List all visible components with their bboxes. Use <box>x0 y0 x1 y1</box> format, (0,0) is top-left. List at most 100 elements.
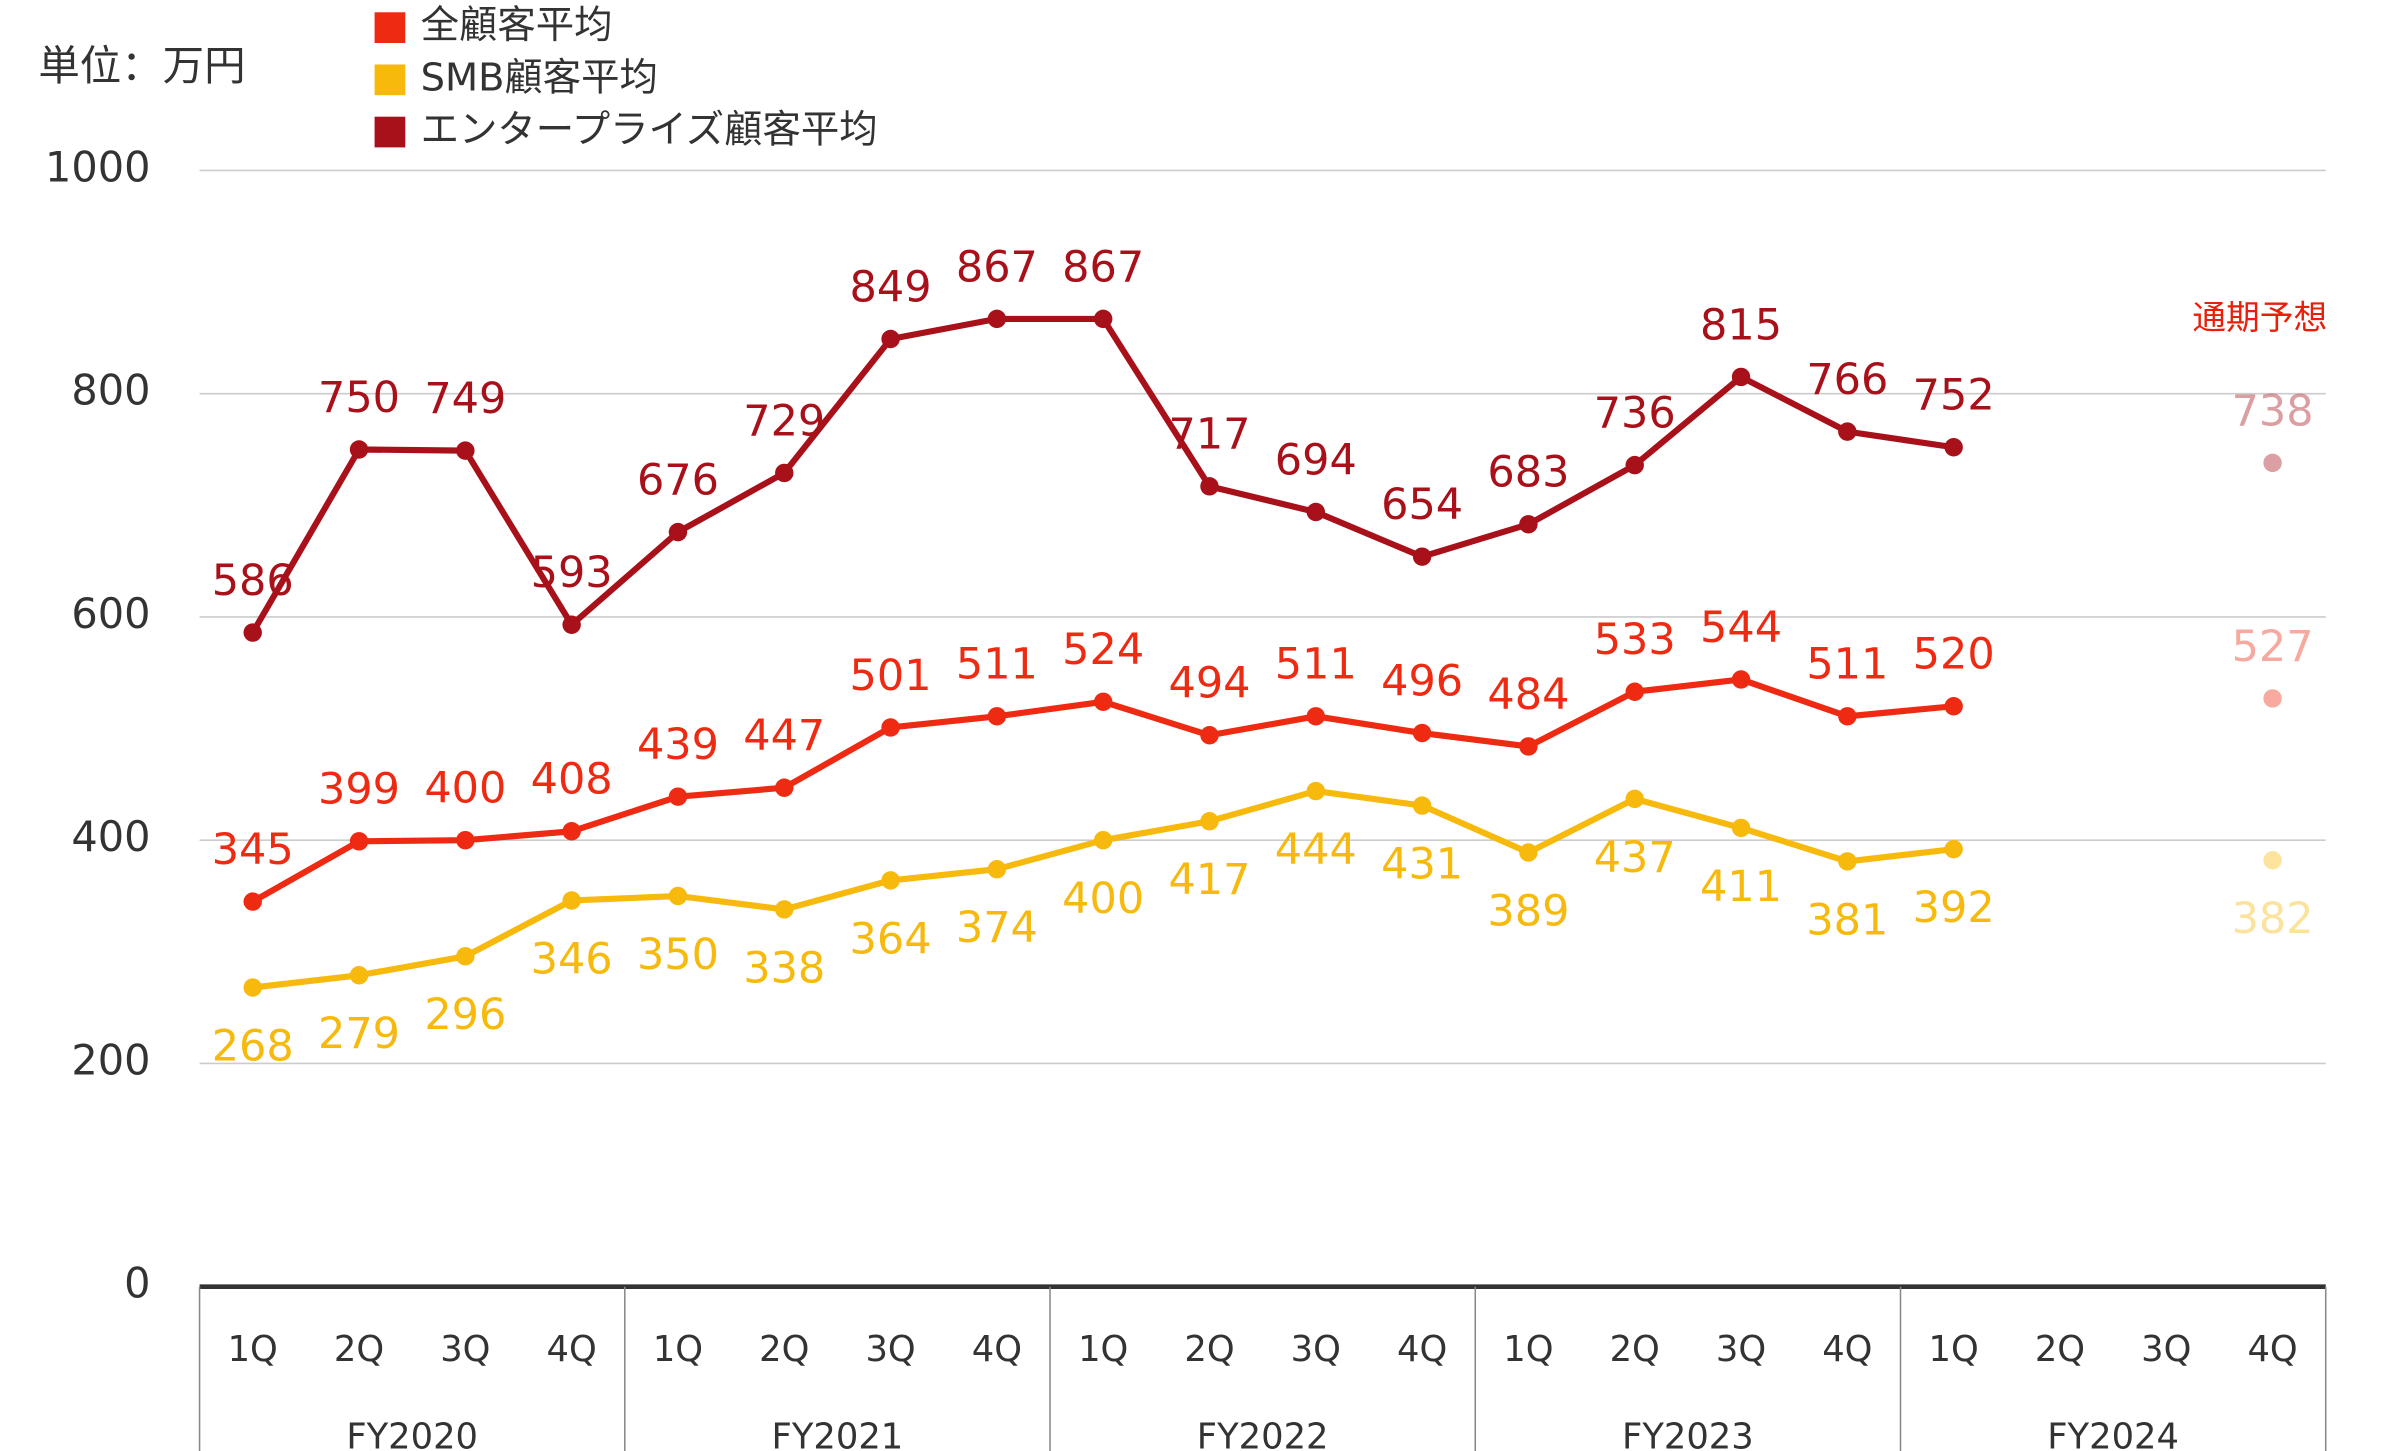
forecast-label-value: 738 <box>2232 386 2314 436</box>
data-label: 494 <box>1168 659 1250 709</box>
data-label: 593 <box>531 548 613 598</box>
data-point <box>1625 789 1644 809</box>
x-tick-label: 3Q <box>865 1329 915 1370</box>
forecast-point <box>2263 453 2282 473</box>
data-label: 279 <box>318 1009 400 1059</box>
data-point <box>1093 830 1113 850</box>
data-point <box>456 441 475 460</box>
data-point <box>562 891 581 910</box>
data-label: 484 <box>1487 670 1569 720</box>
data-point <box>1731 670 1751 689</box>
x-tick-label: 1Q <box>1503 1329 1553 1370</box>
data-label: 511 <box>956 640 1038 690</box>
data-point <box>1519 515 1538 534</box>
forecast-point <box>2263 851 2282 870</box>
data-point <box>881 871 900 890</box>
data-label: 345 <box>212 825 294 875</box>
forecast-label-value: 382 <box>2232 894 2314 944</box>
data-point <box>1519 843 1538 862</box>
x-tick-label: 2Q <box>759 1329 809 1370</box>
data-label: 496 <box>1381 656 1463 706</box>
data-point <box>562 615 581 634</box>
data-label: 338 <box>743 943 825 993</box>
data-point <box>668 886 688 906</box>
series-line <box>250 315 1955 635</box>
data-label: 400 <box>424 764 506 814</box>
data-point <box>243 892 262 911</box>
data-point <box>243 978 262 997</box>
data-label: 520 <box>1913 630 1995 680</box>
data-point <box>1200 812 1219 831</box>
data-point <box>1944 839 1963 859</box>
data-label: 676 <box>637 455 719 505</box>
data-label: 268 <box>212 1021 294 1071</box>
legend-swatch <box>374 116 406 148</box>
data-label: 501 <box>850 651 932 701</box>
group-label: FY2024 <box>2047 1417 2179 1451</box>
x-tick-label: 4Q <box>547 1329 597 1370</box>
data-label: 381 <box>1806 895 1888 945</box>
legend-label: SMB顧客平均 <box>421 55 658 100</box>
data-point <box>881 329 900 349</box>
data-point <box>456 830 475 850</box>
unit-label: 単位：万円 <box>38 42 245 90</box>
data-point <box>1093 692 1113 711</box>
data-point <box>775 463 794 483</box>
data-point <box>1731 818 1751 838</box>
data-point <box>1625 455 1644 475</box>
data-point <box>1731 367 1751 387</box>
x-tick-label: 2Q <box>334 1329 384 1370</box>
data-label: 346 <box>531 934 613 984</box>
data-point <box>243 623 262 642</box>
y-tick-label: 200 <box>71 1036 150 1084</box>
forecast-label: 通期予想 <box>2192 298 2327 337</box>
data-point <box>349 440 369 459</box>
data-label: 524 <box>1062 625 1144 675</box>
data-point <box>349 966 369 985</box>
legend-swatch <box>374 64 406 96</box>
data-label: 444 <box>1275 825 1357 875</box>
data-label: 654 <box>1381 480 1463 530</box>
data-label: 439 <box>637 720 719 770</box>
legend-label: 全顧客平均 <box>421 3 613 48</box>
y-tick-label: 400 <box>71 813 150 861</box>
data-label: 849 <box>850 262 932 312</box>
data-point <box>1944 438 1963 457</box>
series-line <box>251 676 1954 905</box>
data-label: 400 <box>1062 874 1144 924</box>
x-tick-label: 4Q <box>972 1329 1022 1370</box>
data-label: 586 <box>212 556 294 606</box>
data-label: 729 <box>743 396 825 446</box>
x-tick-label: 3Q <box>1716 1329 1766 1370</box>
legend-swatch <box>374 12 406 43</box>
data-label: 867 <box>1062 242 1144 292</box>
data-point <box>775 778 794 797</box>
x-tick-label: 2Q <box>2035 1329 2085 1370</box>
data-label: 437 <box>1594 833 1676 883</box>
data-point <box>456 947 475 966</box>
data-point <box>987 309 1007 329</box>
data-label: 511 <box>1275 640 1357 690</box>
x-tick-label: 4Q <box>1822 1329 1872 1370</box>
data-label: 350 <box>637 930 719 980</box>
x-tick-label: 2Q <box>1184 1329 1234 1370</box>
data-label: 389 <box>1487 886 1569 936</box>
data-label: 867 <box>956 242 1038 292</box>
y-tick-label: 600 <box>71 590 150 638</box>
data-point <box>1200 726 1219 745</box>
data-label: 815 <box>1700 300 1782 350</box>
x-tick-label: 1Q <box>653 1329 703 1370</box>
x-tick-label: 1Q <box>1929 1329 1979 1370</box>
data-label: 399 <box>318 765 400 815</box>
data-point <box>562 822 581 841</box>
data-point <box>1200 477 1219 496</box>
data-label: 683 <box>1487 448 1569 498</box>
y-tick-label: 1000 <box>45 143 150 191</box>
y-tick-label: 800 <box>71 367 150 415</box>
x-tick-label: 1Q <box>1078 1329 1128 1370</box>
data-label: 408 <box>531 755 613 805</box>
data-point <box>881 718 900 737</box>
data-point <box>1306 781 1326 801</box>
data-label: 766 <box>1806 355 1888 405</box>
